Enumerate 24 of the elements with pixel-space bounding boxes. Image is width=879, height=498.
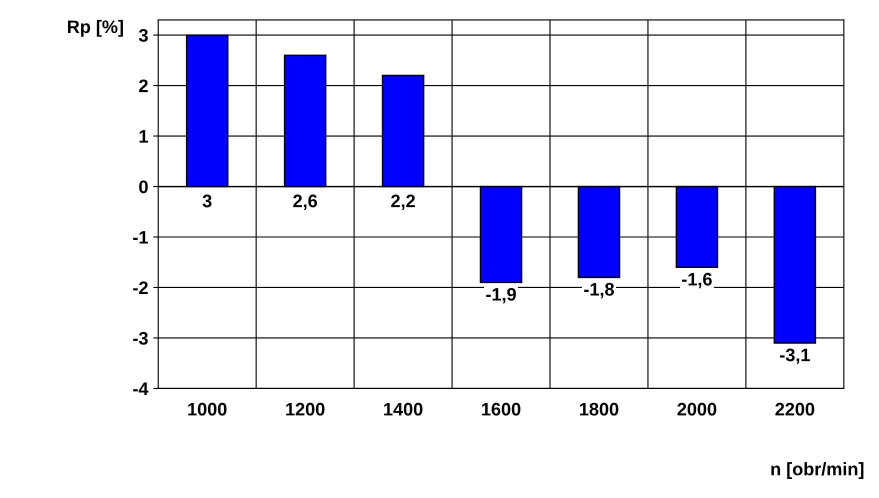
x-tick-label: 2200: [775, 402, 814, 416]
data-label: -1,6: [682, 272, 712, 288]
y-tick-label: 1: [140, 130, 148, 143]
data-label: -1,9: [486, 288, 516, 304]
y-tick-label: 3: [138, 29, 148, 42]
x-tick-label: 2000: [677, 402, 716, 416]
data-label: 3: [202, 194, 212, 208]
y-tick-label: -1: [133, 231, 148, 244]
y-tick-label: 2: [139, 79, 148, 92]
x-tick-label: 1000: [188, 402, 227, 416]
y-tick-label: -2: [133, 281, 148, 294]
x-tick-label: 1400: [384, 402, 422, 416]
x-tick-label: 1800: [580, 402, 618, 416]
x-tick-label: 1600: [482, 402, 520, 416]
y-tick-label: 0: [139, 180, 148, 194]
data-label: 2,2: [391, 194, 415, 210]
y-axis-title: Rp [%]: [68, 20, 123, 37]
y-tick-label: -3: [133, 332, 148, 345]
x-axis-title: n [obr/min]: [771, 462, 864, 479]
data-label: -3,1: [780, 348, 810, 364]
y-tick-label: -4: [133, 382, 148, 395]
x-tick-label: 1200: [286, 402, 324, 416]
data-label: 2,6: [293, 194, 318, 210]
data-label: -1,8: [584, 282, 614, 298]
